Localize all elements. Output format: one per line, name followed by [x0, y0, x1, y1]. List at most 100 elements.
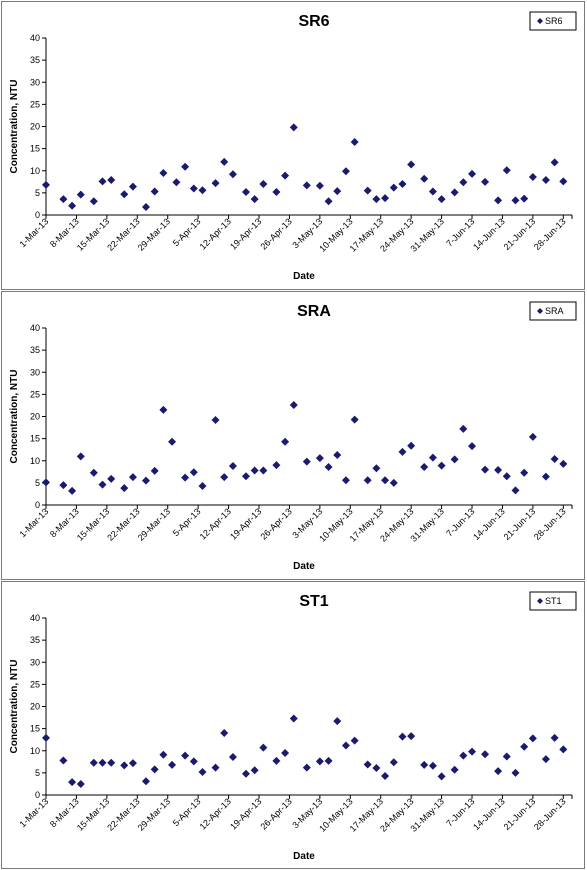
- x-tick-label: 28-Jun-13: [532, 506, 568, 542]
- data-point: [68, 486, 77, 495]
- y-axis-label: Concentration, NTU: [9, 80, 20, 174]
- x-tick-label: 28-Jun-13: [532, 796, 568, 832]
- x-tick-label: 21-Jun-13: [502, 216, 538, 252]
- data-point: [389, 478, 398, 487]
- data-point: [541, 755, 550, 764]
- data-point: [528, 734, 537, 743]
- legend-marker-diamond-icon: [537, 598, 543, 604]
- data-point: [120, 761, 129, 770]
- y-tick-label: 15: [30, 144, 40, 154]
- y-tick-label: 5: [35, 478, 40, 488]
- data-point: [189, 468, 198, 477]
- data-point: [511, 196, 520, 205]
- data-point: [159, 168, 168, 177]
- data-point: [211, 179, 220, 188]
- scatter-chart-sr6: SR605101520253035401-Mar-138-Mar-1315-Ma…: [9, 11, 577, 282]
- x-tick-label: 29-Mar-13: [136, 216, 172, 252]
- data-point: [437, 772, 446, 781]
- data-point: [459, 178, 468, 187]
- data-point: [502, 752, 511, 761]
- legend-box: [529, 301, 577, 321]
- data-point: [428, 187, 437, 196]
- data-point: [389, 183, 398, 192]
- data-point: [107, 758, 116, 767]
- x-tick-label: 26-Apr-13: [258, 506, 293, 541]
- y-tick-label: 15: [30, 434, 40, 444]
- x-tick-label: 29-Mar-13: [136, 506, 172, 542]
- x-tick-label: 1-Mar-13: [18, 216, 51, 249]
- data-point: [241, 472, 250, 481]
- data-point: [407, 732, 416, 741]
- data-point: [381, 771, 390, 780]
- chart-panel-sra: SRA 0 5 10 15 20 25 30 35 40 1-Mar-13 8-Mar-13 15-Ma…: [1, 291, 585, 580]
- y-tick-label: 40: [30, 323, 40, 333]
- data-point: [259, 466, 268, 475]
- y-tick-label: 20: [30, 122, 40, 132]
- data-point: [333, 717, 342, 726]
- x-tick-label: 14-Jun-13: [471, 796, 507, 832]
- data-point: [120, 190, 129, 199]
- x-axis-label: Date: [293, 561, 315, 572]
- data-point: [350, 415, 359, 424]
- data-point: [272, 756, 281, 765]
- data-point: [211, 763, 220, 772]
- data-point: [220, 157, 229, 166]
- data-point: [420, 174, 429, 183]
- data-point: [89, 758, 98, 767]
- data-point: [372, 764, 381, 773]
- scatter-chart-sra: SRA05101520253035401-Mar-138-Mar-1315-Ma…: [9, 301, 577, 572]
- data-point: [324, 462, 333, 471]
- y-tick-label: 0: [35, 500, 40, 510]
- y-tick-label: 20: [30, 702, 40, 712]
- data-point: [289, 123, 298, 132]
- y-tick-label: 0: [35, 210, 40, 220]
- data-point: [520, 742, 529, 751]
- data-point: [420, 462, 429, 471]
- y-tick-label: 35: [30, 635, 40, 645]
- data-point: [220, 473, 229, 482]
- y-axis-label: Concentration, NTU: [9, 370, 20, 464]
- data-point: [241, 769, 250, 778]
- data-series: [42, 123, 568, 212]
- legend: ST1: [529, 591, 577, 611]
- data-point: [459, 424, 468, 433]
- data-point: [468, 169, 477, 178]
- data-point: [128, 182, 137, 191]
- data-point: [181, 162, 190, 171]
- data-point: [42, 478, 50, 487]
- legend-label: SR6: [545, 16, 563, 26]
- data-point: [363, 186, 372, 195]
- data-point: [372, 464, 381, 473]
- data-point: [381, 476, 390, 485]
- data-point: [559, 745, 568, 754]
- data-point: [481, 750, 490, 759]
- data-point: [550, 454, 559, 463]
- x-tick-label: 29-Mar-13: [136, 796, 172, 832]
- data-point: [494, 196, 503, 205]
- data-point: [272, 461, 281, 470]
- legend-label: SRA: [545, 306, 564, 316]
- data-point: [520, 468, 529, 477]
- data-point: [76, 452, 85, 461]
- data-point: [289, 400, 298, 409]
- data-point: [198, 767, 207, 776]
- data-point: [59, 195, 68, 204]
- y-tick-label: 5: [35, 768, 40, 778]
- data-point: [198, 186, 207, 195]
- data-point: [141, 203, 150, 212]
- y-tick-label: 25: [30, 679, 40, 689]
- data-point: [450, 455, 459, 464]
- data-point: [98, 177, 107, 186]
- data-point: [502, 472, 511, 481]
- data-point: [89, 197, 98, 206]
- data-point: [420, 760, 429, 769]
- data-point: [389, 758, 398, 767]
- data-point: [76, 190, 85, 199]
- y-tick-label: 30: [30, 367, 40, 377]
- legend-marker-diamond-icon: [537, 308, 543, 314]
- data-point: [189, 757, 198, 766]
- data-point: [289, 714, 298, 723]
- data-point: [198, 481, 207, 490]
- chart-panel-st1: ST1 0 5 10 15 20 25 30 35 40 1-Mar-13 8-Mar-13 15-Ma…: [1, 581, 585, 869]
- data-point: [407, 441, 416, 450]
